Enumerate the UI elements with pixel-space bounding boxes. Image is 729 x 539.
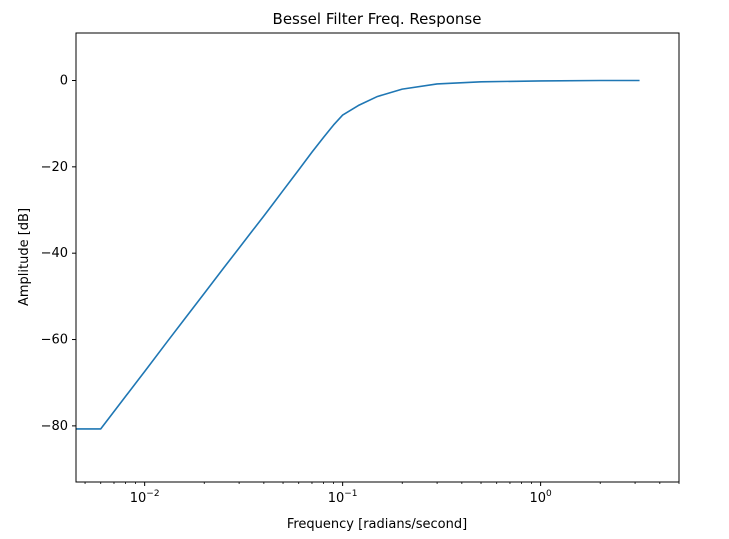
x-tick-label: 10−1 (328, 489, 358, 506)
series-line (76, 79, 640, 430)
y-tick-label: −20 (41, 160, 68, 175)
y-tick-label: 0 (60, 73, 68, 88)
y-tick-label: −40 (41, 246, 68, 261)
y-axis-label: Amplitude [dB] (17, 208, 32, 306)
x-tick-label: 100 (529, 489, 552, 506)
plot-area-frame (75, 32, 680, 483)
chart-marks (76, 79, 640, 430)
chart-title: Bessel Filter Freq. Response (273, 10, 482, 28)
x-tick-label: 10−2 (130, 489, 160, 506)
axis-ticks: 0 −20 −40 −60 −80 10−2 10−1 100 (41, 73, 680, 506)
x-axis-label: Frequency [radians/second] (287, 517, 467, 532)
y-tick-label: −60 (41, 333, 68, 348)
y-tick-label: −80 (41, 419, 68, 434)
